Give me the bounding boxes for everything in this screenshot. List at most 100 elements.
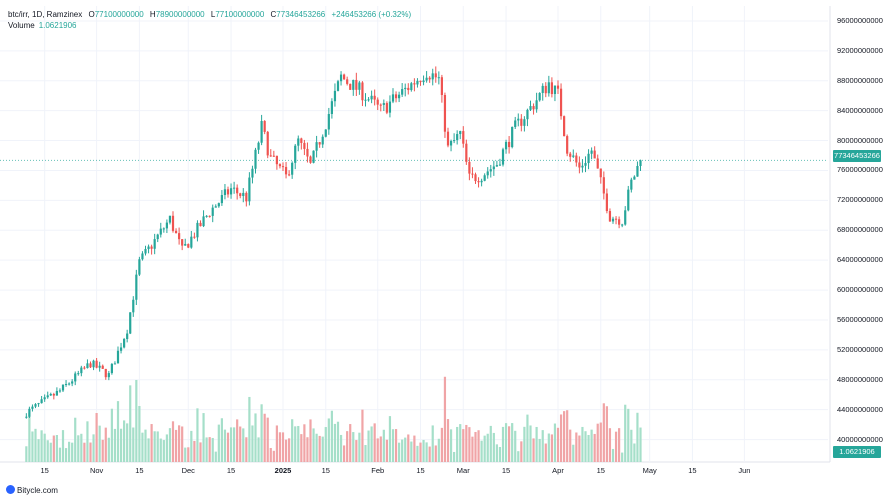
volume-bar [257, 437, 260, 462]
candle-body [208, 215, 211, 217]
candle-body [443, 95, 447, 132]
candle-body [110, 364, 113, 374]
candle-body [370, 95, 373, 100]
symbol-label[interactable]: btc/irr, 1D, Ramzinex [8, 10, 83, 19]
time-tick-label: 15 [321, 466, 330, 475]
candle-body [566, 136, 569, 154]
volume-bar [174, 429, 178, 462]
volume-bar [86, 421, 89, 462]
candle-body [556, 85, 560, 89]
candle-body [31, 406, 34, 409]
volume-bar [541, 430, 544, 462]
volume-bar [80, 433, 83, 462]
candle-body [419, 80, 422, 83]
last-price-badge: 77346453266 [833, 150, 881, 162]
volume-bar [208, 437, 211, 462]
candle-body [309, 156, 312, 163]
volume-bar [61, 430, 65, 462]
candle-body [364, 99, 367, 101]
volume-bar [449, 429, 453, 462]
volume-bar [58, 447, 62, 462]
candle-body [58, 390, 62, 392]
candle-body [156, 234, 159, 240]
candle-body [621, 224, 624, 226]
candle-body [618, 219, 621, 225]
candle-body [333, 90, 337, 102]
candle-body [260, 121, 263, 143]
candle-body [358, 82, 361, 90]
candle-body [153, 239, 156, 249]
candle-body [138, 259, 141, 275]
volume-bar [465, 424, 468, 462]
candle-body [150, 246, 153, 249]
volume-bar [520, 441, 523, 462]
volume-bar [385, 439, 388, 462]
price-tick-label: 44000000000 [837, 404, 883, 414]
volume-bar [284, 439, 288, 462]
volume-bar [202, 413, 205, 462]
candle-body [446, 131, 450, 146]
price-tick-label: 56000000000 [837, 314, 883, 324]
candle-body [437, 77, 440, 79]
candle-body [394, 94, 398, 99]
price-tick-label: 92000000000 [837, 45, 883, 55]
volume-bar [529, 425, 532, 462]
candle-body [611, 218, 615, 222]
volume-bar [413, 435, 416, 462]
candle-body [199, 222, 202, 227]
volume-bar [110, 408, 113, 462]
volume-bar [71, 442, 74, 462]
candle-body [269, 155, 272, 157]
candle-body [401, 89, 404, 95]
candle-body [633, 176, 636, 180]
footer-brand[interactable]: Bitycle.com [6, 485, 58, 495]
candle-body [495, 165, 498, 167]
volume-bar [150, 424, 153, 462]
candle-body [196, 222, 199, 238]
candle-body [336, 81, 340, 91]
candle-body [205, 215, 208, 217]
candle-body [627, 189, 630, 211]
candle-body [306, 148, 309, 157]
volume-bar [456, 426, 459, 462]
volume-bar [239, 426, 242, 462]
close-label: C [270, 10, 277, 19]
candle-body [217, 203, 220, 207]
candle-body [449, 140, 453, 146]
volume-bar [132, 427, 135, 462]
volume-bar [245, 437, 248, 462]
high-value: 78900000000 [155, 10, 205, 19]
volume-bar [443, 376, 447, 462]
volume-bar [477, 430, 480, 462]
volume-bar [211, 437, 214, 462]
candle-body [263, 121, 266, 132]
candle-body [581, 165, 584, 168]
candle-body [71, 381, 74, 384]
candle-body [398, 94, 401, 99]
candle-body [119, 347, 123, 351]
candle-body [187, 244, 190, 248]
candle-body [514, 120, 517, 127]
volume-bar [599, 422, 602, 462]
candle-body [416, 80, 419, 85]
volume-bar [611, 448, 615, 462]
time-tick-label: 2025 [274, 466, 292, 475]
volume-bar [165, 434, 168, 462]
candle-body [550, 82, 553, 95]
candle-body [639, 160, 642, 166]
candle-body [330, 101, 333, 114]
candle-body [294, 145, 297, 163]
candle-body [468, 161, 471, 174]
candle-body [284, 167, 288, 175]
candle-body [440, 77, 443, 96]
candle-body [98, 365, 101, 368]
volume-bar [630, 429, 633, 462]
candle-body [257, 142, 260, 150]
volume-bar [104, 427, 107, 462]
volume-bar [462, 429, 465, 462]
candle-body [178, 233, 181, 240]
candle-body [614, 218, 618, 220]
volume-bar [31, 431, 34, 462]
